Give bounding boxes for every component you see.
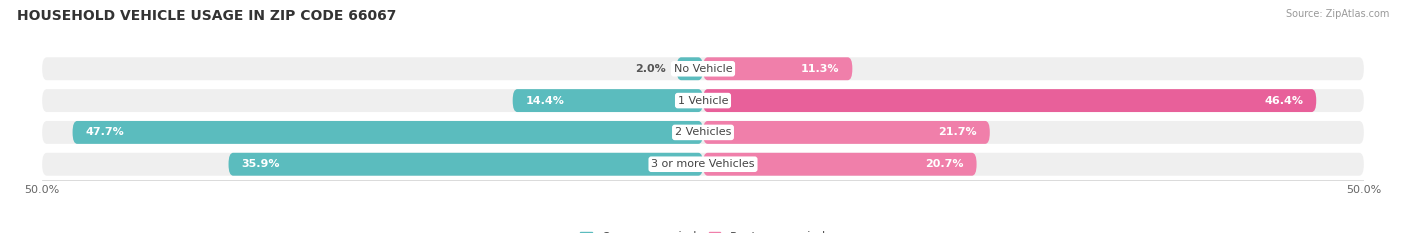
- Text: No Vehicle: No Vehicle: [673, 64, 733, 74]
- FancyBboxPatch shape: [42, 153, 1364, 176]
- Text: 20.7%: 20.7%: [925, 159, 963, 169]
- FancyBboxPatch shape: [676, 57, 703, 80]
- Text: 21.7%: 21.7%: [938, 127, 977, 137]
- Text: 35.9%: 35.9%: [242, 159, 280, 169]
- Text: HOUSEHOLD VEHICLE USAGE IN ZIP CODE 66067: HOUSEHOLD VEHICLE USAGE IN ZIP CODE 6606…: [17, 9, 396, 23]
- Text: 3 or more Vehicles: 3 or more Vehicles: [651, 159, 755, 169]
- FancyBboxPatch shape: [229, 153, 703, 176]
- FancyBboxPatch shape: [42, 57, 1364, 80]
- FancyBboxPatch shape: [42, 89, 1364, 112]
- Text: 1 Vehicle: 1 Vehicle: [678, 96, 728, 106]
- FancyBboxPatch shape: [703, 57, 852, 80]
- Text: 2 Vehicles: 2 Vehicles: [675, 127, 731, 137]
- FancyBboxPatch shape: [42, 121, 1364, 144]
- FancyBboxPatch shape: [513, 89, 703, 112]
- Legend: Owner-occupied, Renter-occupied: Owner-occupied, Renter-occupied: [579, 231, 827, 233]
- Text: 14.4%: 14.4%: [526, 96, 565, 106]
- FancyBboxPatch shape: [703, 89, 1316, 112]
- FancyBboxPatch shape: [703, 121, 990, 144]
- Text: 46.4%: 46.4%: [1264, 96, 1303, 106]
- Text: 11.3%: 11.3%: [800, 64, 839, 74]
- FancyBboxPatch shape: [73, 121, 703, 144]
- Text: Source: ZipAtlas.com: Source: ZipAtlas.com: [1285, 9, 1389, 19]
- Text: 2.0%: 2.0%: [636, 64, 666, 74]
- Text: 47.7%: 47.7%: [86, 127, 125, 137]
- FancyBboxPatch shape: [703, 153, 977, 176]
